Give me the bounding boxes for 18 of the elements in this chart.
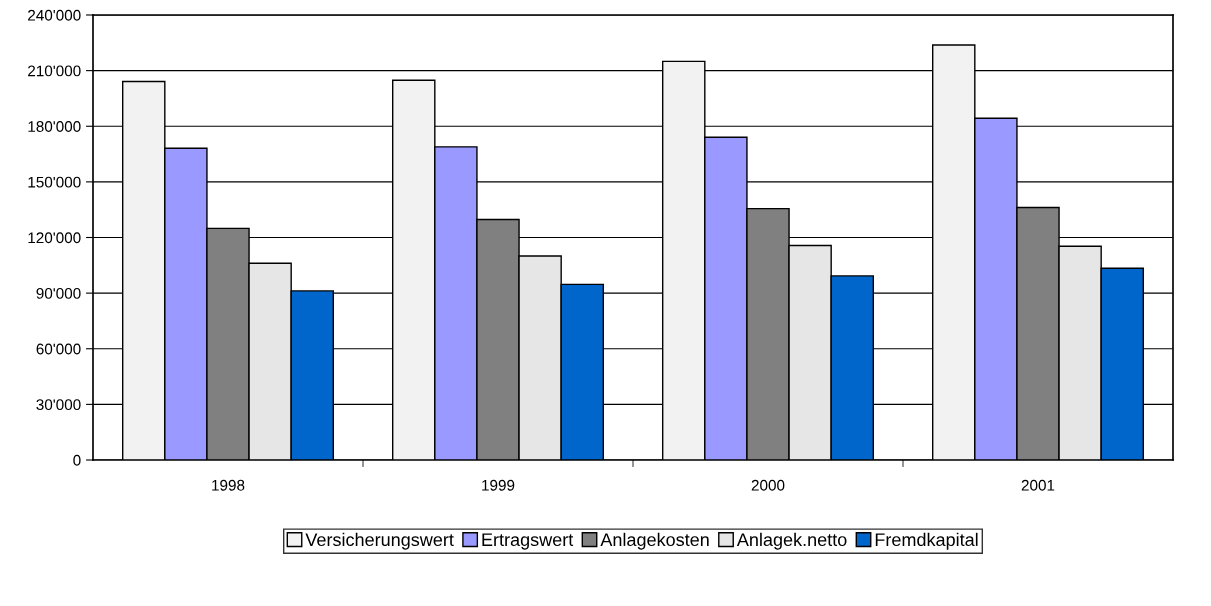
y-tick-label: 180'000	[28, 121, 81, 132]
legend-label: Ertragswert	[482, 533, 574, 550]
legend-label: Fremdkapital	[875, 532, 978, 550]
y-tick-label: 240'000	[28, 9, 81, 21]
legend-label: Anlagekosten	[600, 532, 709, 550]
x-tick-label: 1998	[212, 479, 245, 491]
y-tick-label: 30'000	[36, 399, 81, 411]
y-tick-label: 60'000	[36, 343, 81, 355]
y-tick-label: 0	[73, 454, 81, 466]
y-tick-label: 150'000	[28, 176, 81, 188]
y-tick-label: 120'000	[28, 232, 81, 244]
x-tick-label: 2000	[751, 479, 785, 491]
y-tick-label: 210'000	[28, 65, 81, 77]
legend-label: Anlagek.netto	[736, 532, 847, 550]
y-tick-label: 90'000	[36, 287, 81, 299]
x-tick-label: 1999	[482, 479, 515, 491]
legend-label: Versicherungswert	[305, 532, 454, 550]
x-tick-label: 2001	[1021, 479, 1055, 491]
